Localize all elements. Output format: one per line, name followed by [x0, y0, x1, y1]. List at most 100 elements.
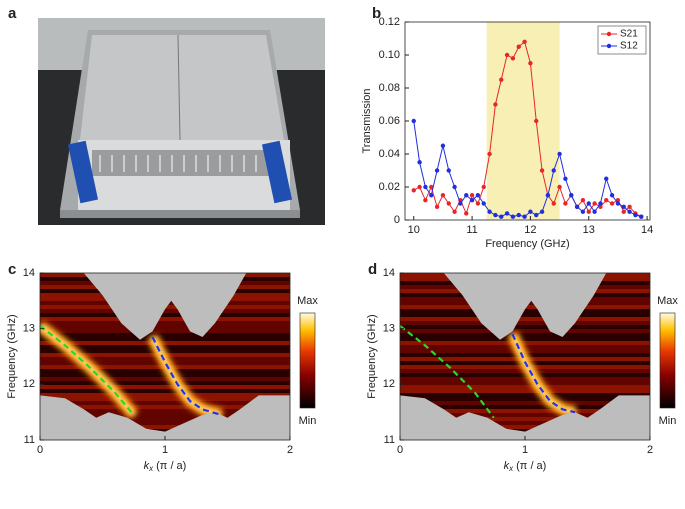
heatmap-stripe: [400, 405, 650, 409]
colorbar-max-label: Max: [297, 295, 318, 307]
data-point: [522, 39, 527, 44]
data-point: [411, 118, 416, 124]
x-tick-label: 12: [524, 224, 536, 236]
x-label-unit: (π / a): [156, 460, 186, 472]
heatmap-stripe: [40, 329, 290, 333]
x-tick-label: 13: [583, 224, 595, 236]
y-axis-label: Transmission: [361, 89, 373, 154]
data-point: [429, 184, 434, 190]
heatmap-stripe: [40, 321, 290, 325]
x-tick-label: 1: [522, 444, 528, 456]
x-tick-label: 10: [408, 224, 420, 236]
heatmap-stripe: [40, 405, 290, 409]
heatmap-stripe: [40, 425, 290, 429]
legend-label: S21: [620, 29, 638, 40]
heatmap-stripe: [400, 401, 650, 405]
heatmap-stripe: [400, 397, 650, 401]
heatmap-stripe: [40, 373, 290, 377]
heatmap-stripe: [400, 377, 650, 381]
data-point: [469, 198, 475, 203]
data-point: [557, 151, 562, 157]
heatmap-stripe: [40, 397, 290, 401]
heatmap-stripe: [400, 417, 650, 421]
heatmap-stripe: [400, 413, 650, 417]
data-point: [475, 193, 481, 198]
data-point: [563, 201, 568, 206]
heatmap-stripe: [400, 321, 650, 325]
x-tick-label: 0: [37, 444, 43, 456]
data-point: [464, 193, 469, 198]
y-tick-label: 13: [383, 323, 395, 335]
data-point: [434, 204, 440, 209]
data-point: [592, 201, 597, 206]
data-point: [504, 52, 510, 58]
data-point: [557, 184, 562, 190]
y-tick-label: 13: [23, 323, 35, 335]
data-point: [586, 201, 591, 206]
heatmap-stripe: [40, 325, 290, 329]
y-tick-label: 0.08: [379, 82, 400, 94]
data-point: [464, 211, 469, 216]
photo: [38, 18, 325, 225]
data-point: [417, 160, 422, 165]
heatmap-stripe: [400, 373, 650, 377]
heatmap-stripe: [40, 413, 290, 417]
y-tick-label: 0.04: [379, 148, 400, 160]
x-tick-label: 11: [466, 224, 477, 236]
colorbar-min-label: Min: [299, 415, 317, 427]
heatmap-stripe: [40, 313, 290, 317]
data-point: [481, 201, 486, 206]
y-tick-label: 0.02: [379, 181, 400, 193]
series-line: [413, 40, 642, 218]
data-point: [458, 201, 463, 206]
x-tick-label: 2: [647, 444, 653, 456]
data-point: [423, 184, 428, 190]
panel-label: b: [372, 5, 381, 22]
heatmap-stripe: [40, 409, 290, 413]
data-point: [551, 168, 556, 173]
heatmap-stripe: [40, 381, 290, 385]
data-point: [423, 198, 428, 203]
x-tick-label: 0: [397, 444, 403, 456]
data-point: [475, 201, 481, 206]
y-tick-label: 11: [24, 434, 35, 446]
heatmap: [40, 273, 290, 440]
heatmap-stripe: [40, 429, 290, 433]
light-cone-upper: [443, 273, 607, 340]
dispersion-curve: [39, 325, 135, 416]
data-point: [534, 212, 539, 218]
data-point: [639, 214, 644, 219]
light-cone-upper: [83, 273, 247, 340]
data-point: [516, 212, 521, 218]
heatmap: [400, 273, 650, 440]
x-label-unit: (π / a): [516, 460, 546, 472]
heatmap-stripe: [400, 421, 650, 425]
y-tick-label: 0: [394, 214, 400, 226]
colorbar: [299, 312, 316, 409]
data-point: [551, 201, 556, 206]
data-point: [434, 168, 440, 173]
data-point: [429, 193, 434, 198]
data-point: [417, 184, 422, 190]
data-point: [604, 176, 609, 181]
light-cone-lower: [40, 395, 290, 440]
series-line: [413, 120, 642, 218]
heatmap-stripe: [400, 329, 650, 333]
data-point: [539, 168, 545, 173]
data-point: [528, 209, 533, 214]
x-tick-label: 1: [162, 444, 168, 456]
dispersion-curve: [399, 325, 495, 419]
colorbar-max-label: Max: [657, 295, 678, 307]
data-point: [499, 214, 504, 219]
data-point: [598, 201, 603, 206]
panel-label: a: [8, 5, 17, 22]
heatmap-stripe: [400, 337, 650, 341]
data-point: [621, 204, 626, 209]
colorbar: [659, 312, 676, 409]
data-point: [592, 209, 597, 214]
data-point: [609, 193, 615, 198]
data-point: [522, 214, 527, 219]
heatmap-stripe: [40, 389, 290, 393]
data-point: [504, 211, 510, 216]
